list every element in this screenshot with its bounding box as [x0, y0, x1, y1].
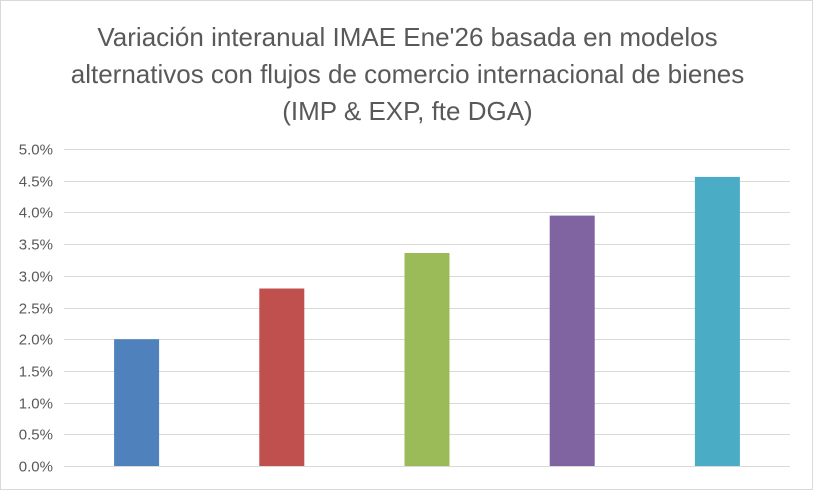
bar	[694, 176, 740, 466]
bar	[404, 253, 450, 466]
y-tick-label: 0.0%	[19, 459, 53, 476]
y-tick-label: 1.0%	[19, 396, 53, 413]
bar	[549, 215, 595, 466]
y-tick-label: 0.5%	[19, 427, 53, 444]
y-tick-label: 3.5%	[19, 237, 53, 254]
y-tick-label: 3.0%	[19, 269, 53, 286]
y-axis: 0.0% 0.5% 1.0% 1.5% 2.0% 2.5% 3.0% 3.5% 4.0% 4.5%…	[19, 142, 53, 476]
y-tick-label: 2.5%	[19, 301, 53, 318]
y-tick-label: 4.5%	[19, 174, 53, 191]
y-tick-label: 4.0%	[19, 205, 53, 222]
chart-title: Variación interanual IMAE Ene'26 basada …	[70, 22, 745, 126]
bar	[259, 288, 305, 466]
bar	[114, 339, 160, 466]
y-tick-label: 5.0%	[19, 142, 53, 159]
bars	[114, 176, 740, 466]
y-tick-label: 2.0%	[19, 332, 53, 349]
y-tick-label: 1.5%	[19, 364, 53, 381]
